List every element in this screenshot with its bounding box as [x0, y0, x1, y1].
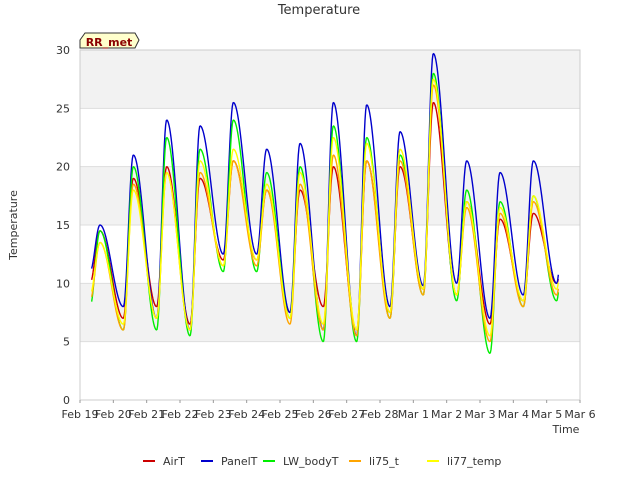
band — [80, 225, 580, 284]
x-tick-label: Feb 23 — [195, 408, 232, 421]
y-tick-label: 30 — [56, 44, 70, 57]
x-tick-label: Feb 20 — [95, 408, 132, 421]
x-tick-label: Mar 1 — [398, 408, 429, 421]
x-tick-label: Mar 2 — [431, 408, 462, 421]
chart-title: Temperature — [277, 3, 360, 18]
x-tick-label: Mar 6 — [564, 408, 595, 421]
legend-item-lw_bodyt: LW_bodyT — [263, 455, 339, 468]
x-tick-label: Feb 21 — [128, 408, 165, 421]
y-tick-label: 5 — [63, 336, 70, 349]
legend-item-li77_temp: li77_temp — [427, 455, 501, 468]
y-tick-label: 15 — [56, 219, 70, 232]
band — [80, 50, 580, 109]
x-tick-label: Feb 24 — [228, 408, 265, 421]
series-lines — [90, 52, 560, 354]
legend-label: li75_t — [369, 455, 400, 468]
x-tick-label: Mar 4 — [498, 408, 529, 421]
x-tick-label: Feb 26 — [295, 408, 332, 421]
y-axis-label: Temperature — [7, 190, 20, 261]
legend-label: AirT — [163, 455, 185, 468]
annotation-box: RR_met — [79, 32, 140, 49]
legend-item-li75_t: li75_t — [349, 455, 400, 468]
legend: AirT PanelT LW_bodyT li75_t li77_temp — [143, 455, 501, 468]
x-tick-label: Feb 22 — [162, 408, 199, 421]
x-tick-label: Feb 27 — [328, 408, 365, 421]
legend-label: LW_bodyT — [283, 455, 339, 468]
legend-label: li77_temp — [447, 455, 501, 468]
band — [80, 341, 580, 400]
x-tick-label: Mar 3 — [464, 408, 495, 421]
x-tick-label: Feb 28 — [362, 408, 399, 421]
legend-item-airt: AirT — [143, 455, 185, 468]
y-tick-label: 20 — [56, 161, 70, 174]
y-tick-label: 0 — [63, 394, 70, 407]
y-axis-ticks: 0 5 10 15 20 25 30 — [56, 44, 70, 407]
x-tick-label: Mar 5 — [531, 408, 562, 421]
annotation-text: RR_met — [86, 36, 133, 49]
x-axis-label: Time — [552, 423, 580, 436]
legend-item-panelt: PanelT — [201, 455, 258, 468]
band — [80, 283, 580, 342]
plot-frame — [79, 49, 581, 401]
legend-label: PanelT — [221, 455, 258, 468]
x-tick-label: Feb 25 — [262, 408, 299, 421]
series-line-li77_temp — [90, 78, 560, 337]
x-tick-label: Feb 19 — [62, 408, 99, 421]
y-tick-label: 10 — [56, 277, 70, 290]
series-line-airt — [90, 101, 560, 331]
y-tick-label: 25 — [56, 102, 70, 115]
